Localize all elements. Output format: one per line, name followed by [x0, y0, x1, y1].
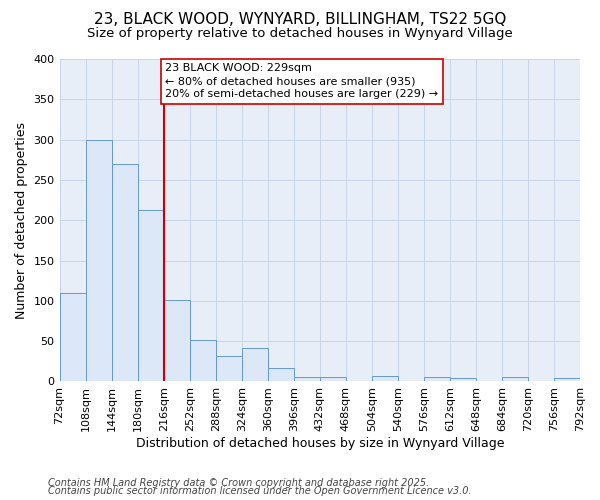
Bar: [554, 378, 580, 382]
Bar: [112, 164, 137, 382]
Bar: [424, 376, 450, 382]
Bar: [59, 293, 86, 382]
Bar: [372, 376, 398, 382]
X-axis label: Distribution of detached houses by size in Wynyard Village: Distribution of detached houses by size …: [136, 437, 504, 450]
Bar: [137, 210, 164, 382]
Bar: [190, 340, 215, 382]
Y-axis label: Number of detached properties: Number of detached properties: [15, 122, 28, 318]
Text: Size of property relative to detached houses in Wynyard Village: Size of property relative to detached ho…: [87, 28, 513, 40]
Bar: [320, 376, 346, 382]
Bar: [242, 348, 268, 382]
Bar: [86, 140, 112, 382]
Text: 23 BLACK WOOD: 229sqm
← 80% of detached houses are smaller (935)
20% of semi-det: 23 BLACK WOOD: 229sqm ← 80% of detached …: [165, 63, 438, 100]
Bar: [502, 378, 528, 382]
Text: Contains public sector information licensed under the Open Government Licence v3: Contains public sector information licen…: [48, 486, 472, 496]
Bar: [164, 300, 190, 382]
Bar: [294, 376, 320, 382]
Bar: [450, 378, 476, 382]
Bar: [215, 356, 242, 382]
Text: 23, BLACK WOOD, WYNYARD, BILLINGHAM, TS22 5GQ: 23, BLACK WOOD, WYNYARD, BILLINGHAM, TS2…: [94, 12, 506, 28]
Text: Contains HM Land Registry data © Crown copyright and database right 2025.: Contains HM Land Registry data © Crown c…: [48, 478, 429, 488]
Bar: [268, 368, 294, 382]
